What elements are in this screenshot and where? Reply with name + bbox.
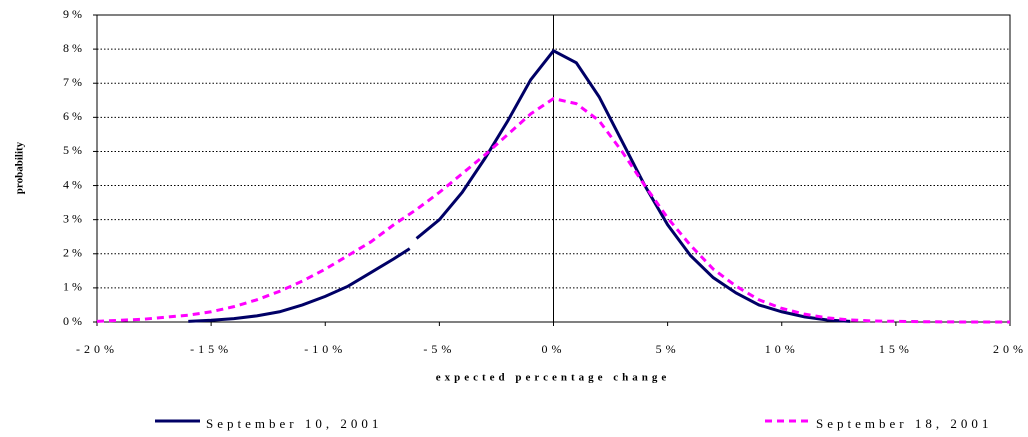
y-tick-label: 2% bbox=[63, 246, 85, 260]
legend-label: September 18, 2001 bbox=[816, 416, 992, 431]
x-axis-label: expected percentage change bbox=[436, 372, 671, 384]
x-tick-label: 20% bbox=[993, 342, 1027, 356]
y-axis-label: probability bbox=[14, 141, 26, 194]
series-line bbox=[96, 96, 1010, 324]
y-tick-label: 3% bbox=[63, 211, 85, 225]
y-tick-label: 5% bbox=[63, 143, 85, 157]
y-tick-label: 7% bbox=[63, 75, 85, 89]
y-tick-label: 9% bbox=[63, 7, 85, 21]
y-tick-label: 1% bbox=[63, 280, 85, 294]
y-tick-label: 8% bbox=[63, 41, 85, 55]
x-tick-label: 10% bbox=[765, 342, 799, 356]
x-tick-label: 0% bbox=[542, 342, 566, 356]
x-tick-label: 5% bbox=[656, 342, 680, 356]
x-tick-label: -20% bbox=[76, 342, 118, 356]
y-tick-label: 0% bbox=[63, 314, 85, 328]
legend-label: September 10, 2001 bbox=[206, 416, 382, 431]
x-tick-label: 15% bbox=[879, 342, 913, 356]
x-tick-label: -15% bbox=[190, 342, 232, 356]
x-tick-label: -5% bbox=[423, 342, 455, 356]
y-tick-label: 4% bbox=[63, 177, 85, 191]
y-tick-label: 6% bbox=[63, 109, 85, 123]
series-line bbox=[188, 48, 851, 323]
x-tick-label: -10% bbox=[304, 342, 346, 356]
